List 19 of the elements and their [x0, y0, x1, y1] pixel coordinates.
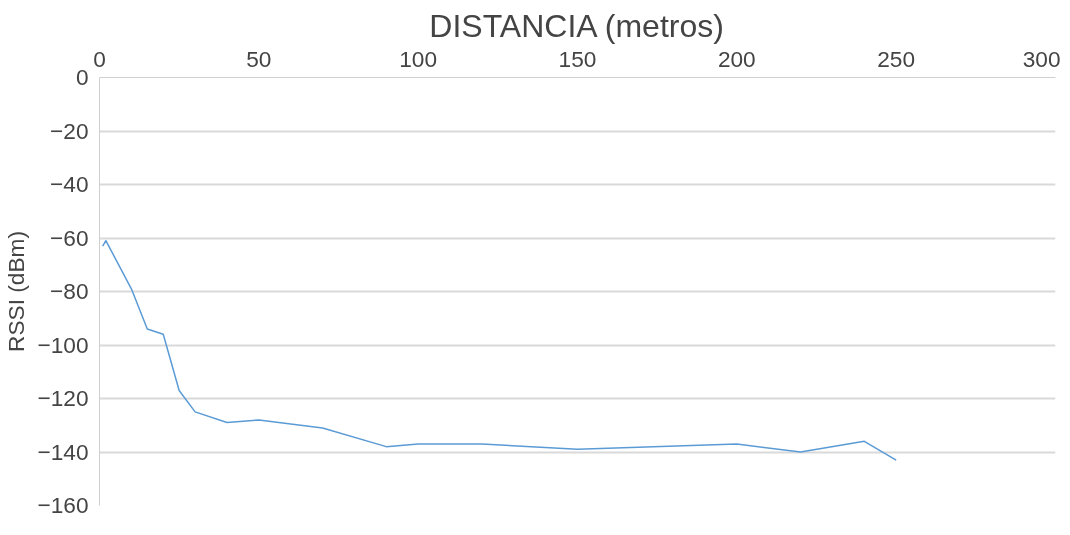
x-tick-label: 250: [877, 45, 916, 72]
y-tick-label: 0: [75, 64, 89, 90]
x-tick-label: 200: [717, 45, 756, 72]
chart-title: DISTANCIA (metros): [429, 7, 724, 44]
y-tick-label: −40: [50, 171, 89, 197]
x-tick-label: 100: [399, 45, 438, 72]
y-tick-label: −20: [50, 117, 89, 144]
y-tick-label: −80: [50, 278, 89, 304]
x-tick-label: 50: [246, 45, 272, 72]
y-tick-label: −100: [37, 331, 89, 358]
y-tick-label: −160: [37, 492, 89, 518]
x-tick-label: 150: [558, 45, 597, 72]
y-tick-label: −60: [50, 224, 89, 251]
x-tick-label: 300: [1022, 45, 1061, 72]
y-tick-label: −120: [37, 385, 89, 411]
y-axis-title: RSSI (dBm): [3, 231, 30, 352]
line-series: [101, 239, 897, 461]
y-tick-label: −140: [37, 438, 89, 465]
x-tick-label: 0: [93, 45, 106, 72]
